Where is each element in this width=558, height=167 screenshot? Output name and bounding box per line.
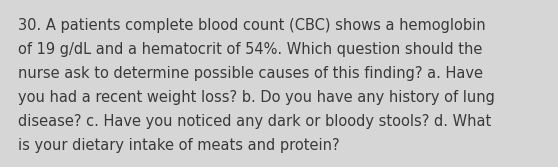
Text: 30. A patients complete blood count (CBC) shows a hemoglobin: 30. A patients complete blood count (CBC… (18, 18, 485, 33)
Text: you had a recent weight loss? b. Do you have any history of lung: you had a recent weight loss? b. Do you … (18, 90, 495, 105)
Text: is your dietary intake of meats and protein?: is your dietary intake of meats and prot… (18, 138, 340, 153)
Text: of 19 g/dL and a hematocrit of 54%. Which question should the: of 19 g/dL and a hematocrit of 54%. Whic… (18, 42, 482, 57)
Text: nurse ask to determine possible causes of this finding? a. Have: nurse ask to determine possible causes o… (18, 66, 483, 81)
Text: disease? c. Have you noticed any dark or bloody stools? d. What: disease? c. Have you noticed any dark or… (18, 114, 491, 129)
